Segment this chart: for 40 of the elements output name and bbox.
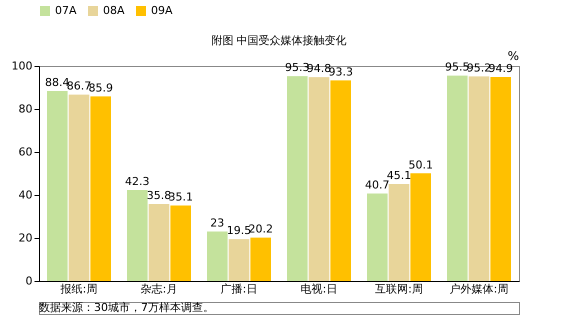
bar (388, 184, 410, 281)
bar (47, 90, 68, 281)
bar (287, 76, 308, 281)
legend-label: 08A (103, 4, 125, 17)
bar (490, 76, 511, 281)
x-tick-label: 电视:日 (300, 282, 338, 296)
bar (170, 206, 191, 281)
bar (330, 80, 351, 281)
y-tick-label: 0 (26, 274, 32, 288)
bar (250, 238, 271, 281)
x-tick-label: 杂志:月 (140, 282, 178, 296)
bar (410, 173, 431, 281)
bar (447, 76, 468, 281)
data-label: 50.1 (408, 158, 433, 172)
y-tick-label: 20 (18, 232, 32, 244)
bar (228, 239, 250, 281)
y-tick-label: 100 (12, 60, 32, 72)
x-tick-label: 广播:日 (220, 282, 258, 296)
bar (207, 232, 228, 281)
text: % (508, 49, 519, 63)
y-tick-label: 60 (18, 146, 32, 158)
y-tick-label: 40 (18, 188, 32, 202)
x-tick-label: 互联网:周 (375, 282, 423, 296)
data-label: 40.7 (365, 178, 390, 192)
source-note: 数据来源：30城市，7万样本调查。 (39, 301, 214, 314)
legend-label: 07A (55, 4, 77, 17)
bar (68, 94, 90, 281)
data-label: 23 (210, 216, 224, 230)
data-label: 42.3 (125, 175, 150, 188)
x-tick-label: 报纸:周 (60, 282, 98, 296)
x-tick-label: 户外媒体:周 (450, 282, 508, 296)
legend-label: 09A (151, 4, 173, 17)
bar (127, 190, 148, 281)
bar (367, 193, 388, 281)
bar (148, 204, 170, 281)
chart-title: 附图 中国受众媒体接触变化 (211, 34, 347, 47)
bar (90, 96, 111, 281)
bar (308, 77, 330, 281)
bar (468, 76, 490, 281)
y-tick-label: 80 (18, 102, 32, 116)
